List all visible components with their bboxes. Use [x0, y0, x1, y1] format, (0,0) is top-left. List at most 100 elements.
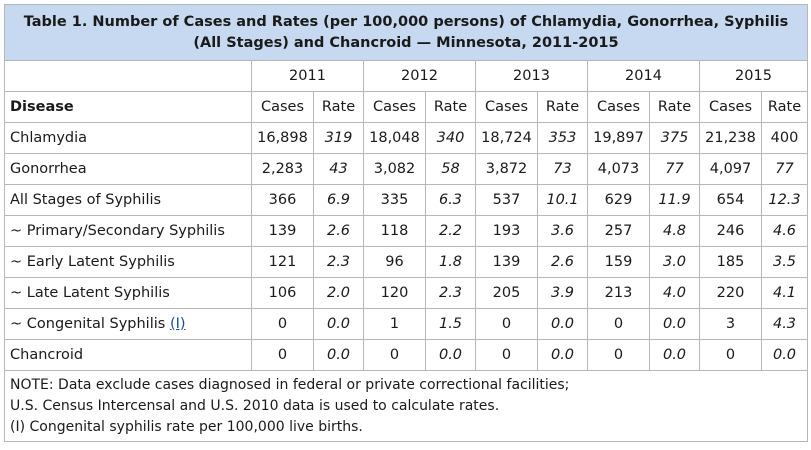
cases-header: Cases	[363, 91, 426, 123]
rate-cell: 11.9	[649, 184, 700, 216]
year-header-2011: 2011	[251, 60, 364, 92]
note-row: NOTE: Data exclude cases diagnosed in fe…	[4, 370, 808, 442]
table-row: All Stages of Syphilis 366 6.9 335 6.3 537 10.…	[4, 184, 808, 216]
cases-cell: 629	[587, 184, 650, 216]
cases-cell: 121	[251, 246, 314, 278]
rate-cell: 3.0	[649, 246, 700, 278]
disease-name: ~ Early Latent Syphilis	[10, 254, 175, 270]
cases-cell: 246	[699, 215, 762, 247]
rate-cell: 1.8	[425, 246, 476, 278]
rate-header: Rate	[425, 91, 476, 123]
rate-header: Rate	[761, 91, 808, 123]
cases-cell: 106	[251, 277, 314, 309]
year-header-2013: 2013	[475, 60, 588, 92]
cases-cell: 0	[251, 339, 314, 371]
disease-name: Gonorrhea	[10, 161, 87, 177]
table-row: ~ Primary/Secondary Syphilis 139 2.6 118 2.2…	[4, 215, 808, 247]
rate-cell: 2.0	[313, 277, 364, 309]
cases-cell: 257	[587, 215, 650, 247]
title-row: Table 1. Number of Cases and Rates (per …	[4, 4, 808, 61]
rate-cell: 2.6	[313, 215, 364, 247]
table-row: Chlamydia 16,898 319 18,048 340 18,724 353 19,8…	[4, 122, 808, 154]
table-title: Table 1. Number of Cases and Rates (per …	[4, 4, 808, 61]
disease-name: Chancroid	[10, 347, 84, 363]
rate-cell: 3.6	[537, 215, 588, 247]
rate-cell: 2.3	[313, 246, 364, 278]
disease-label: All Stages of Syphilis	[4, 184, 252, 216]
cases-header: Cases	[475, 91, 538, 123]
rate-cell: 0.0	[537, 339, 588, 371]
rate-cell: 4.1	[761, 277, 808, 309]
cases-cell: 18,724	[475, 122, 538, 154]
cases-cell: 185	[699, 246, 762, 278]
rate-cell: 4.3	[761, 308, 808, 340]
cases-cell: 220	[699, 277, 762, 309]
footnote-link[interactable]: (I)	[169, 316, 186, 332]
cases-cell: 3	[699, 308, 762, 340]
cases-cell: 96	[363, 246, 426, 278]
cases-cell: 3,872	[475, 153, 538, 185]
cases-cell: 213	[587, 277, 650, 309]
rate-header: Rate	[537, 91, 588, 123]
note-line-3: (I) Congenital syphilis rate per 100,000…	[10, 418, 363, 435]
disease-name: ~ Primary/Secondary Syphilis	[10, 223, 225, 239]
rate-cell: 0.0	[313, 339, 364, 371]
rate-cell: 375	[649, 122, 700, 154]
year-header-2015: 2015	[699, 60, 808, 92]
cases-cell: 159	[587, 246, 650, 278]
disease-name: All Stages of Syphilis	[10, 192, 162, 208]
cases-cell: 21,238	[699, 122, 762, 154]
table-row: ~ Early Latent Syphilis 121 2.3 96 1.8 139 2.6…	[4, 246, 808, 278]
cases-header: Cases	[587, 91, 650, 123]
cases-cell: 0	[251, 308, 314, 340]
disease-label: ~ Late Latent Syphilis	[4, 277, 252, 309]
table-row: Gonorrhea 2,283 43 3,082 58 3,872 73 4,073 77 4,0…	[4, 153, 808, 185]
disease-label: ~ Early Latent Syphilis	[4, 246, 252, 278]
cases-cell: 120	[363, 277, 426, 309]
cases-cell: 16,898	[251, 122, 314, 154]
rate-cell: 77	[761, 153, 808, 185]
cases-cell: 335	[363, 184, 426, 216]
cases-cell: 0	[699, 339, 762, 371]
rate-cell: 0.0	[761, 339, 808, 371]
table-row: ~ Late Latent Syphilis 106 2.0 120 2.3 205 3.9…	[4, 277, 808, 309]
cases-cell: 366	[251, 184, 314, 216]
cases-cell: 2,283	[251, 153, 314, 185]
disease-name: ~ Late Latent Syphilis	[10, 285, 170, 301]
cases-cell: 18,048	[363, 122, 426, 154]
cases-cell: 19,897	[587, 122, 650, 154]
rate-cell: 4.8	[649, 215, 700, 247]
cases-cell: 0	[475, 308, 538, 340]
disease-label: Chlamydia	[4, 122, 252, 154]
cases-cell: 0	[587, 308, 650, 340]
cases-header: Cases	[251, 91, 314, 123]
rate-cell: 4.0	[649, 277, 700, 309]
rate-cell: 4.6	[761, 215, 808, 247]
rate-cell: 77	[649, 153, 700, 185]
rate-cell: 6.9	[313, 184, 364, 216]
rate-cell: 0.0	[313, 308, 364, 340]
disease-label: ~ Primary/Secondary Syphilis	[4, 215, 252, 247]
rate-cell: 0.0	[537, 308, 588, 340]
rate-cell: 2.6	[537, 246, 588, 278]
disease-label: Chancroid	[4, 339, 252, 371]
disease-label: ~ Congenital Syphilis (I)	[4, 308, 252, 340]
cases-cell: 654	[699, 184, 762, 216]
cases-rates-table: Table 1. Number of Cases and Rates (per …	[4, 4, 808, 442]
rate-cell: 319	[313, 122, 364, 154]
column-header-row: Disease Cases Rate Cases Rate Cases Rate…	[4, 91, 808, 123]
table-row: ~ Congenital Syphilis (I) 0 0.0 1 1.5 0 0.0 0 0.…	[4, 308, 808, 340]
rate-header: Rate	[313, 91, 364, 123]
year-header-row: 2011 2012 2013 2014 2015	[4, 60, 808, 92]
rate-cell: 2.3	[425, 277, 476, 309]
table-row: Chancroid 0 0.0 0 0.0 0 0.0 0 0.0 0 0.0	[4, 339, 808, 371]
rate-cell: 340	[425, 122, 476, 154]
rate-cell: 0.0	[649, 308, 700, 340]
rate-cell: 6.3	[425, 184, 476, 216]
rate-cell: 2.2	[425, 215, 476, 247]
cases-cell: 193	[475, 215, 538, 247]
disease-header: Disease	[4, 91, 252, 123]
disease-name: ~ Congenital Syphilis	[10, 316, 166, 332]
disease-name: Chlamydia	[10, 130, 88, 146]
cases-cell: 4,097	[699, 153, 762, 185]
